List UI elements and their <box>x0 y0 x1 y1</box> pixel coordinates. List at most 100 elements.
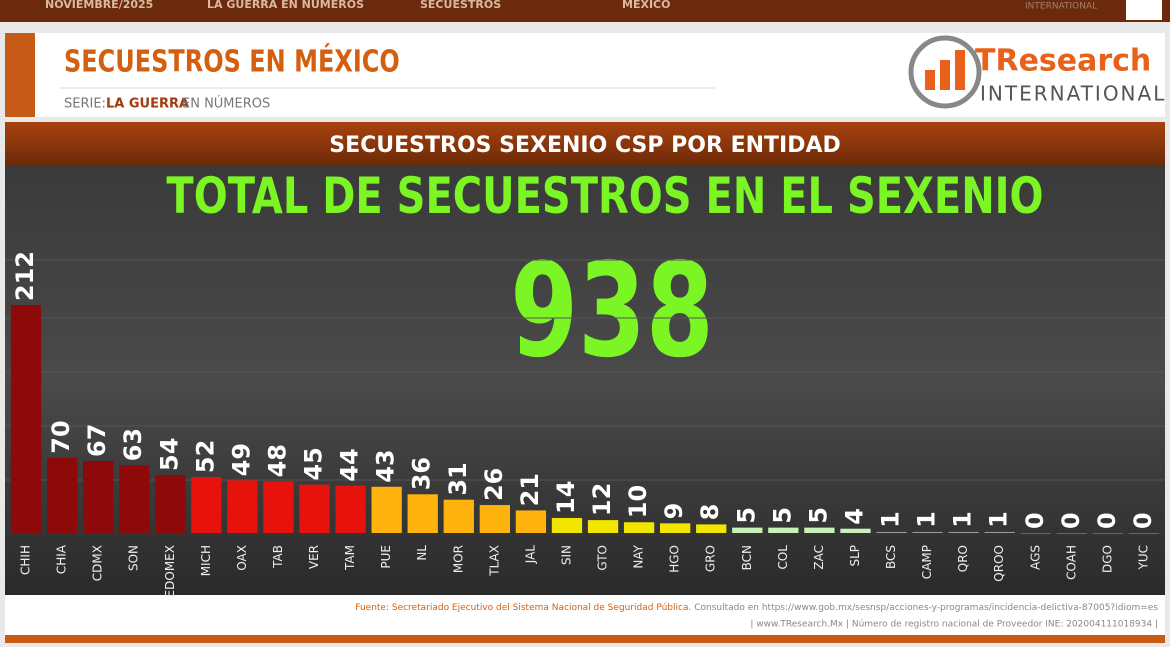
bar <box>479 505 510 533</box>
top-item: NOVIEMBRE/2025 <box>45 0 153 11</box>
top-strip <box>0 0 1170 22</box>
value-label: 212 <box>11 251 39 301</box>
series-rest: EN NÚMEROS <box>182 96 270 112</box>
category-label: GRO <box>704 545 718 572</box>
category-label: AGS <box>1028 545 1042 570</box>
category-label: CHIA <box>55 544 69 574</box>
bar <box>840 528 871 533</box>
chart-title: SECUESTROS SEXENIO CSP POR ENTIDAD <box>329 133 841 158</box>
value-label: 5 <box>732 507 760 524</box>
category-label: JAL <box>523 545 537 565</box>
category-label: ZAC <box>812 545 826 570</box>
bar <box>551 517 583 533</box>
bar <box>515 510 547 533</box>
value-label: 14 <box>552 481 580 514</box>
value-label: 0 <box>1129 512 1157 529</box>
value-label: 54 <box>155 438 183 471</box>
category-label: HGO <box>668 545 682 573</box>
value-label: 1 <box>913 511 941 528</box>
consulted: Consultado en https://www.gob.mx/sesnsp/… <box>694 603 1158 613</box>
bar <box>696 524 727 533</box>
value-label: 10 <box>624 485 652 518</box>
category-label: MICH <box>199 545 213 576</box>
category-label: COL <box>776 545 790 570</box>
page-title: SECUESTROS EN MÉXICO <box>64 44 400 79</box>
bar <box>768 527 799 533</box>
category-label: YUC <box>1136 545 1150 571</box>
category-label: QRO <box>956 545 970 572</box>
bottom-strip <box>5 635 1165 643</box>
footer-line2: | www.TResearch.Mx | Número de registro … <box>750 620 1158 630</box>
value-label: 45 <box>300 447 328 480</box>
bar <box>912 531 943 533</box>
bar <box>660 523 691 533</box>
top-brand: INTERNATIONAL <box>1025 2 1097 12</box>
footer <box>5 595 1165 635</box>
category-label: CAMP <box>920 545 934 579</box>
bar <box>299 484 330 533</box>
value-label: 36 <box>408 457 436 490</box>
value-label: 5 <box>768 507 796 524</box>
category-label: NAY <box>632 544 646 568</box>
source: Fuente: Secretariado Ejecutivo del Siste… <box>355 603 691 613</box>
bar <box>83 460 114 533</box>
total: 938 <box>510 235 714 387</box>
value-label: 1 <box>949 511 977 528</box>
category-label: TLAX <box>487 545 501 577</box>
value-label: 52 <box>191 440 219 473</box>
value-label: 9 <box>660 503 688 520</box>
value-label: 21 <box>516 473 544 506</box>
value-label: 1 <box>877 511 905 528</box>
bar <box>46 457 78 533</box>
bar <box>119 465 150 533</box>
value-label: 63 <box>119 428 147 461</box>
category-label: EDOMEX <box>163 545 177 597</box>
category-label: BCN <box>740 545 754 570</box>
chart-subtitle: TOTAL DE SECUESTROS EN EL SEXENIO <box>166 167 1043 226</box>
value-label: 44 <box>336 448 364 481</box>
value-label: 8 <box>696 504 724 521</box>
bar <box>1128 533 1160 534</box>
category-label: DGO <box>1100 545 1114 573</box>
category-label: NL <box>415 545 429 561</box>
bar <box>948 531 979 533</box>
value-label: 0 <box>1093 512 1121 529</box>
value-label: 48 <box>263 444 291 477</box>
bar <box>587 520 619 533</box>
value-label: 31 <box>444 462 472 495</box>
value-label: 1 <box>985 511 1013 528</box>
value-label: 49 <box>227 443 255 476</box>
value-label: 67 <box>83 424 111 457</box>
category-label: QROO <box>992 545 1006 582</box>
category-label: CHIH <box>19 545 33 575</box>
category-label: PUE <box>379 545 393 569</box>
bar <box>263 481 294 533</box>
bar <box>10 305 42 533</box>
logo-bar <box>940 60 950 90</box>
category-label: COAH <box>1064 545 1078 580</box>
category-label: SON <box>127 545 141 571</box>
category-label: VER <box>307 545 321 569</box>
bar <box>804 527 835 533</box>
bar <box>335 485 366 533</box>
category-label: OAX <box>235 545 249 571</box>
bar <box>191 477 222 533</box>
bar <box>371 486 402 533</box>
value-label: 12 <box>588 483 616 516</box>
value-label: 26 <box>480 468 508 501</box>
logo-bar <box>955 50 965 90</box>
bar <box>876 531 907 533</box>
chart-title-band <box>5 122 1165 166</box>
bar <box>732 527 763 533</box>
footer-source: Fuente: Secretariado Ejecutivo del Siste… <box>355 603 1158 613</box>
category-label: GTO <box>596 545 610 571</box>
bar <box>1056 533 1087 534</box>
category-label: SLP <box>848 545 862 567</box>
top-item: MÉXICO <box>622 0 670 11</box>
logo-name: TResearch <box>975 44 1151 79</box>
category-label: TAB <box>271 545 285 569</box>
bar <box>155 474 186 533</box>
category-label: BCS <box>884 545 898 569</box>
bar <box>407 494 438 533</box>
